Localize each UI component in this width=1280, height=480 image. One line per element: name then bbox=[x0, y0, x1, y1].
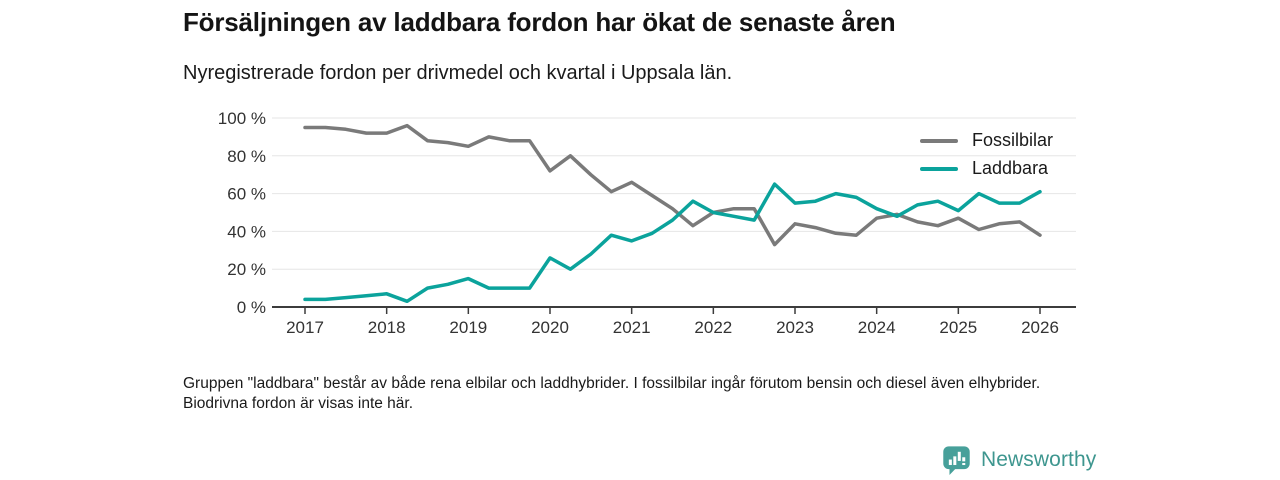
svg-text:100 %: 100 % bbox=[218, 109, 266, 128]
fossilbilar-line bbox=[303, 123, 1042, 247]
svg-text:2019: 2019 bbox=[449, 318, 487, 337]
chart-footnote: Gruppen "laddbara" består av både rena e… bbox=[183, 375, 1041, 412]
fossilbilar-line-swatch bbox=[920, 138, 958, 143]
svg-text:2022: 2022 bbox=[694, 318, 732, 337]
newsworthy-logo[interactable]: Newsworthy bbox=[941, 444, 1096, 476]
y-axis-labels: 0 % 20 % 40 % 60 % 80 % 100 % bbox=[218, 109, 266, 317]
svg-text:80 %: 80 % bbox=[227, 147, 266, 166]
svg-text:2026: 2026 bbox=[1021, 318, 1059, 337]
x-axis-labels: 2017 2018 2019 2020 2021 2022 2023 2024 2025 2026 bbox=[286, 318, 1059, 337]
svg-text:2024: 2024 bbox=[858, 318, 896, 337]
legend-label-laddbara: Laddbara bbox=[972, 158, 1049, 178]
svg-text:60 %: 60 % bbox=[227, 185, 266, 204]
x-axis-ticks bbox=[304, 308, 1041, 314]
legend-item-fossilbilar: Fossilbilar bbox=[920, 130, 1053, 151]
svg-text:20 %: 20 % bbox=[227, 260, 266, 279]
chart-legend: Fossilbilar Laddbara bbox=[920, 130, 1053, 179]
svg-text:2018: 2018 bbox=[368, 318, 406, 337]
newsworthy-bar-chart-bubble-icon bbox=[943, 446, 970, 476]
laddbara-line-swatch bbox=[920, 166, 958, 171]
svg-text:2023: 2023 bbox=[776, 318, 814, 337]
y-gridlines bbox=[272, 117, 1076, 270]
legend-label-fossilbilar: Fossilbilar bbox=[972, 130, 1054, 150]
legend-item-laddbara: Laddbara bbox=[920, 158, 1053, 179]
svg-text:2025: 2025 bbox=[939, 318, 977, 337]
svg-text:0 %: 0 % bbox=[237, 298, 266, 317]
laddbara-line bbox=[303, 182, 1042, 304]
newsworthy-logo-text: Newsworthy bbox=[981, 448, 1097, 471]
line-chart: 0 % 20 % 40 % 60 % 80 % 100 % 2017 2018 2019 2020… bbox=[218, 109, 1076, 337]
page-title: Försäljningen av laddbara fordon har öka… bbox=[183, 7, 896, 37]
svg-text:2017: 2017 bbox=[286, 318, 324, 337]
svg-text:2020: 2020 bbox=[531, 318, 569, 337]
chart-subtitle: Nyregistrerade fordon per drivmedel och … bbox=[183, 62, 733, 84]
svg-text:40 %: 40 % bbox=[227, 222, 266, 241]
svg-text:2021: 2021 bbox=[613, 318, 651, 337]
